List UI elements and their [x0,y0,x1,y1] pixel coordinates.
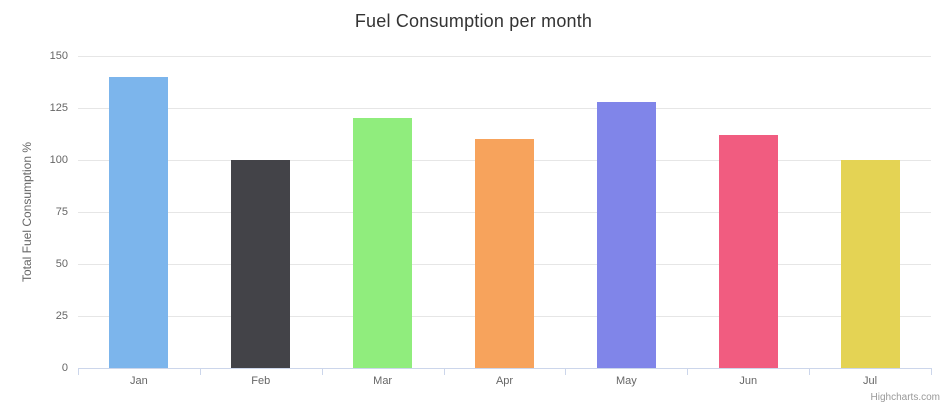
x-axis-category-label: Jan [130,375,148,387]
x-axis-line [78,368,932,369]
x-axis-category-label: Mar [373,375,393,387]
x-axis-tick [565,369,567,375]
x-axis-category-label: Feb [251,375,271,387]
chart-title: Fuel Consumption per month [354,11,593,31]
y-axis-tick-label: 75 [55,206,68,218]
bar-jan[interactable] [109,76,169,368]
x-axis-tick [78,369,79,375]
bar-feb[interactable] [231,160,291,368]
y-gridline [78,56,931,57]
x-axis-category-label: Jul [863,375,878,387]
x-axis-tick [809,369,811,375]
x-axis-tick [931,369,932,375]
x-axis-tick [199,369,201,375]
y-axis-tick-label: 150 [49,50,68,62]
x-axis-category-label: May [615,375,637,387]
bar-may[interactable] [596,101,656,368]
y-axis-tick-label: 0 [61,362,68,374]
y-gridline [78,108,931,109]
x-axis-category-label: Jun [739,375,758,387]
y-axis-tick-label: 100 [49,154,68,166]
bar-jul[interactable] [840,160,900,368]
y-axis-tick-label: 50 [55,258,68,270]
bar-apr[interactable] [475,139,534,368]
x-axis-tick [443,369,445,375]
bar-mar[interactable] [353,118,413,368]
x-axis-tick [687,369,689,375]
x-axis-tick [321,369,323,375]
highcharts-credit-link[interactable]: Highcharts.com [870,392,940,403]
x-axis-category-label: Apr [495,375,514,387]
y-axis-tick-label: 125 [49,102,68,114]
bar-jun[interactable] [718,135,778,368]
y-axis-tick-label: 25 [55,310,68,322]
